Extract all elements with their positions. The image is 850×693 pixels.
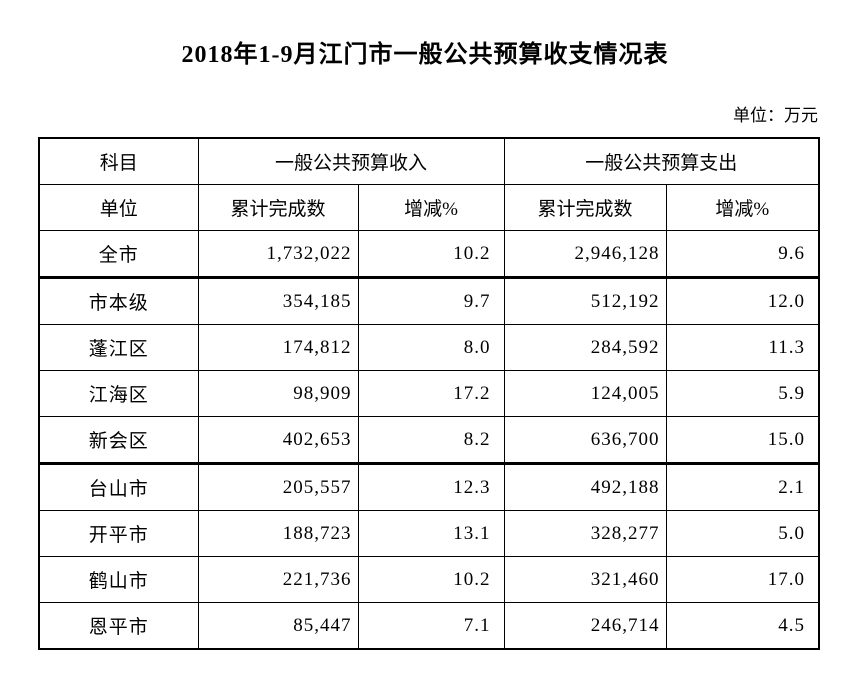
income-amount-cell: 85,447: [197, 602, 359, 650]
sub-header-row: 单位 累计完成数 增减% 累计完成数 增减%: [38, 184, 820, 231]
income-change-pct-cell: 13.1: [357, 510, 505, 557]
unit-label: 单位：万元: [733, 106, 818, 125]
expense-amount-cell: 636,700: [503, 416, 667, 465]
income-change-pct-cell: 17.2: [357, 370, 505, 417]
income-change-pct-cell: 10.2: [357, 556, 505, 603]
expense-change-pct-cell: 4.5: [665, 602, 820, 650]
income-change-pct-cell: 8.2: [357, 416, 505, 465]
expense-amount-cell: 284,592: [503, 324, 667, 371]
expense-change-pct-cell: 5.0: [665, 510, 820, 557]
region-name-cell: 新会区: [38, 416, 199, 465]
table-row: 蓬江区 174,812 8.0 284,592 11.3: [38, 324, 820, 371]
expense-amount-cell: 328,277: [503, 510, 667, 557]
sub-header-income-pct: 增减%: [357, 184, 505, 231]
sub-header-income-total: 累计完成数: [197, 184, 359, 231]
page-title: 2018年1-9月江门市一般公共预算收支情况表: [181, 42, 669, 68]
income-amount-cell: 402,653: [197, 416, 359, 465]
table-row: 江海区 98,909 17.2 124,005 5.9: [38, 370, 820, 417]
table-row: 开平市 188,723 13.1 328,277 5.0: [38, 510, 820, 557]
corner-cell-subject: 科目: [38, 137, 199, 185]
expense-change-pct-cell: 15.0: [665, 416, 820, 465]
region-name-cell: 江海区: [38, 370, 199, 417]
region-name-cell: 鹤山市: [38, 556, 199, 603]
income-amount-cell: 1,732,022: [197, 230, 359, 279]
table-row: 全市 1,732,022 10.2 2,946,128 9.6: [38, 230, 820, 279]
region-name-cell: 全市: [38, 230, 199, 279]
region-name-cell: 开平市: [38, 510, 199, 557]
table-body: 全市 1,732,022 10.2 2,946,128 9.6 市本级 354,…: [38, 230, 820, 650]
region-name-cell: 蓬江区: [38, 324, 199, 371]
expense-change-pct-cell: 12.0: [665, 277, 820, 325]
expense-amount-cell: 321,460: [503, 556, 667, 603]
expense-amount-cell: 512,192: [503, 277, 667, 325]
income-amount-cell: 174,812: [197, 324, 359, 371]
budget-table: 科目 一般公共预算收入 一般公共预算支出 单位 累计完成数 增减% 累计完成数 …: [38, 137, 821, 650]
income-change-pct-cell: 12.3: [357, 463, 505, 511]
income-change-pct-cell: 9.7: [357, 277, 505, 325]
group-header-row: 科目 一般公共预算收入 一般公共预算支出: [38, 137, 820, 185]
expense-change-pct-cell: 5.9: [665, 370, 820, 417]
expense-amount-cell: 246,714: [503, 602, 667, 650]
table-row: 鹤山市 221,736 10.2 321,460 17.0: [38, 556, 820, 603]
region-name-cell: 市本级: [38, 277, 199, 325]
income-change-pct-cell: 8.0: [357, 324, 505, 371]
region-name-cell: 恩平市: [38, 602, 199, 650]
table-row: 新会区 402,653 8.2 636,700 15.0: [38, 416, 820, 465]
income-change-pct-cell: 7.1: [357, 602, 505, 650]
expense-change-pct-cell: 9.6: [665, 230, 820, 279]
expense-amount-cell: 492,188: [503, 463, 667, 511]
expense-amount-cell: 124,005: [503, 370, 667, 417]
group-header-income: 一般公共预算收入: [197, 137, 505, 185]
table-row: 恩平市 85,447 7.1 246,714 4.5: [38, 602, 820, 650]
expense-change-pct-cell: 2.1: [665, 463, 820, 511]
group-header-expense: 一般公共预算支出: [503, 137, 820, 185]
income-change-pct-cell: 10.2: [357, 230, 505, 279]
expense-change-pct-cell: 17.0: [665, 556, 820, 603]
expense-change-pct-cell: 11.3: [665, 324, 820, 371]
sub-header-expense-pct: 增减%: [665, 184, 820, 231]
income-amount-cell: 188,723: [197, 510, 359, 557]
sub-header-expense-total: 累计完成数: [503, 184, 667, 231]
income-amount-cell: 205,557: [197, 463, 359, 511]
income-amount-cell: 221,736: [197, 556, 359, 603]
income-amount-cell: 98,909: [197, 370, 359, 417]
table-row: 市本级 354,185 9.7 512,192 12.0: [38, 277, 820, 325]
income-amount-cell: 354,185: [197, 277, 359, 325]
table-row: 台山市 205,557 12.3 492,188 2.1: [38, 463, 820, 511]
corner-cell-unit: 单位: [38, 184, 199, 231]
expense-amount-cell: 2,946,128: [503, 230, 667, 279]
region-name-cell: 台山市: [38, 463, 199, 511]
